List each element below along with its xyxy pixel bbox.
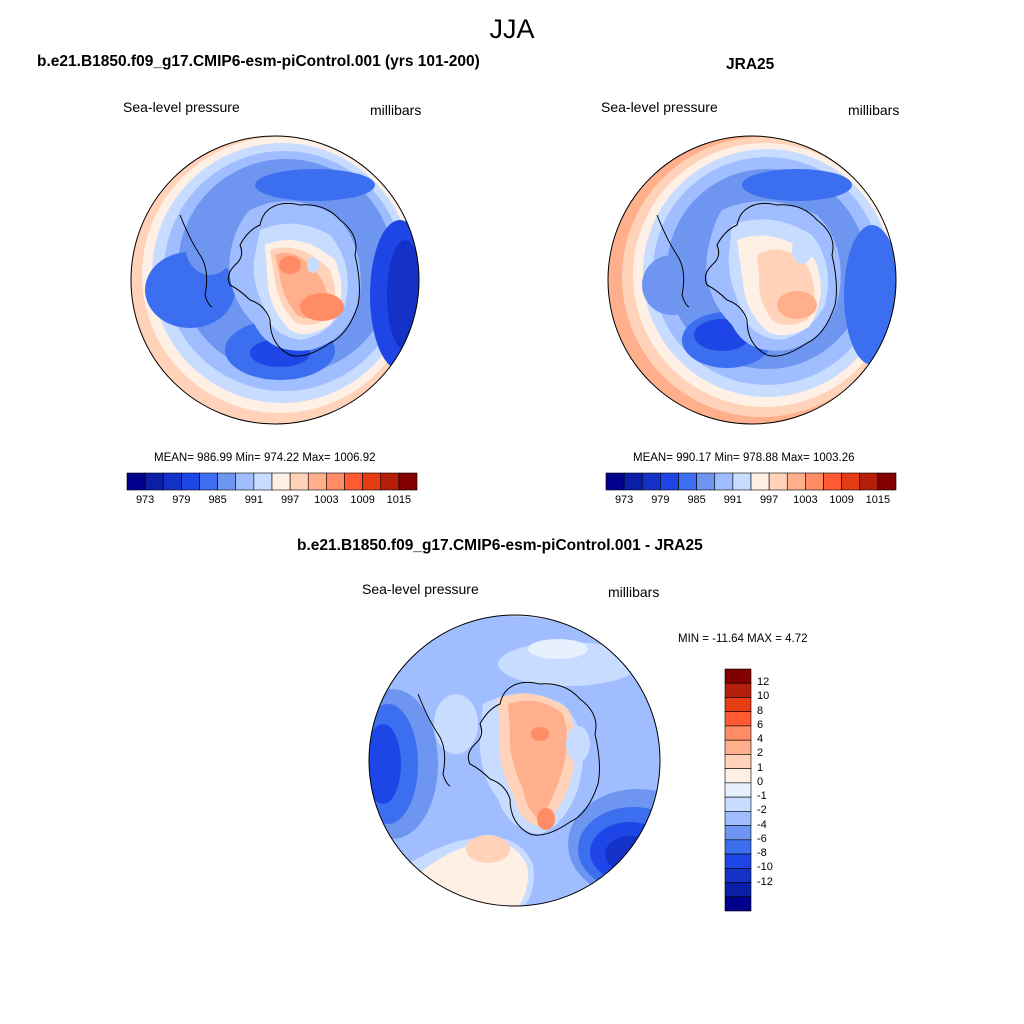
panel2-units-label: millibars: [848, 102, 900, 118]
colorbar-swatch: [271, 472, 291, 491]
colorbar-swatch: [877, 472, 897, 491]
colorbar-swatch: [750, 472, 770, 491]
colorbar-swatch: [732, 472, 752, 491]
colorbar-swatch: [380, 472, 400, 491]
colorbar-swatch: [714, 472, 734, 491]
colorbar-swatch: [724, 711, 752, 727]
colorbar-tick-label: 0: [757, 775, 764, 788]
colorbar-swatch: [696, 472, 716, 491]
colorbar-swatch: [605, 472, 625, 491]
colorbar-tick-label: 1003: [793, 494, 818, 506]
colorbar-swatch: [724, 896, 752, 912]
colorbar-tick-label: 12: [757, 676, 770, 689]
colorbar-tick-label: 979: [172, 494, 191, 506]
colorbar-tick-label: 979: [651, 494, 670, 506]
panel3-title: b.e21.B1850.f09_g17.CMIP6-esm-piControl.…: [297, 537, 703, 554]
colorbar-swatch: [724, 782, 752, 798]
colorbar-swatch: [235, 472, 255, 491]
panel2-stats: MEAN= 990.17 Min= 978.88 Max= 1003.26: [633, 452, 855, 464]
colorbar-tick-label: 1015: [386, 494, 412, 506]
colorbar-swatch: [181, 472, 200, 491]
colorbar-tick-label: -6: [757, 832, 767, 845]
colorbar-swatch: [724, 853, 752, 869]
panel3-units-label: millibars: [608, 584, 660, 600]
colorbar-swatch: [823, 472, 842, 491]
colorbar-tick-label: -1: [757, 790, 767, 803]
colorbar-tick-label: 2: [757, 747, 764, 760]
colorbar-tick-label: 973: [614, 494, 634, 506]
colorbar-swatch: [786, 472, 806, 491]
panel1-stats: MEAN= 986.99 Min= 974.22 Max= 1006.92: [154, 452, 376, 464]
colorbar-tick-label: 10: [757, 690, 770, 703]
panel2-colorbar: [605, 472, 897, 491]
colorbar-swatch: [724, 725, 752, 741]
panel2-polar-map: [607, 135, 897, 425]
colorbar-swatch: [724, 796, 752, 812]
colorbar-swatch: [326, 472, 345, 491]
colorbar-swatch: [724, 882, 752, 898]
colorbar-swatch: [805, 472, 824, 491]
panel3-polar-map: [368, 614, 661, 907]
panel2-variable-label: Sea-level pressure: [601, 99, 718, 115]
colorbar-swatch: [623, 472, 643, 491]
colorbar-tick-label: 985: [687, 494, 706, 506]
colorbar-tick-label: 991: [723, 494, 743, 506]
colorbar-swatch: [678, 472, 697, 491]
panel3-colorbar: [724, 668, 752, 912]
colorbar-swatch: [768, 472, 788, 491]
colorbar-swatch: [641, 472, 661, 491]
panel1-title: b.e21.B1850.f09_g17.CMIP6-esm-piControl.…: [37, 53, 480, 70]
colorbar-tick-label: -12: [757, 875, 773, 888]
colorbar-tick-label: -2: [757, 804, 767, 817]
colorbar-swatch: [344, 472, 363, 491]
colorbar-swatch: [724, 839, 752, 855]
main-title: JJA: [489, 14, 535, 44]
colorbar-tick-label: 4: [757, 733, 764, 746]
colorbar-swatch: [253, 472, 273, 491]
colorbar-swatch: [724, 754, 752, 769]
colorbar-swatch: [199, 472, 218, 491]
colorbar-swatch: [724, 697, 752, 713]
colorbar-swatch: [724, 867, 752, 883]
colorbar-tick-label: 1009: [829, 494, 854, 506]
colorbar-swatch: [724, 682, 752, 698]
panel1-variable-label: Sea-level pressure: [123, 99, 240, 115]
panel3-stats: MIN = -11.64 MAX = 4.72: [678, 633, 808, 645]
colorbar-swatch: [307, 472, 327, 491]
colorbar-swatch: [724, 768, 752, 784]
colorbar-swatch: [724, 668, 752, 684]
colorbar-swatch: [289, 472, 309, 491]
colorbar-swatch: [126, 472, 146, 491]
colorbar-swatch: [724, 811, 752, 826]
colorbar-swatch: [144, 472, 164, 491]
colorbar-tick-label: -4: [757, 818, 767, 831]
panel3-variable-label: Sea-level pressure: [362, 581, 479, 597]
colorbar-swatch: [398, 472, 418, 491]
colorbar-tick-label: 985: [208, 494, 227, 506]
colorbar-swatch: [162, 472, 182, 491]
colorbar-tick-label: 997: [759, 494, 779, 506]
colorbar-swatch: [841, 472, 861, 491]
colorbar-swatch: [859, 472, 879, 491]
colorbar-tick-label: 997: [280, 494, 300, 506]
colorbar-tick-label: -10: [757, 861, 773, 874]
colorbar-swatch: [217, 472, 237, 491]
panel1-units-label: millibars: [370, 102, 422, 118]
colorbar-swatch: [724, 739, 752, 755]
colorbar-tick-label: 1015: [865, 494, 891, 506]
panel1-polar-map: [130, 135, 420, 425]
colorbar-tick-label: 1003: [314, 494, 339, 506]
colorbar-swatch: [660, 472, 679, 491]
colorbar-tick-label: 1: [757, 761, 764, 774]
colorbar-tick-label: 973: [135, 494, 155, 506]
panel1-colorbar: [126, 472, 418, 491]
colorbar-tick-label: 1009: [350, 494, 375, 506]
colorbar-swatch: [362, 472, 382, 491]
colorbar-swatch: [724, 825, 752, 841]
colorbar-tick-label: 8: [757, 704, 764, 717]
colorbar-tick-label: 991: [244, 494, 264, 506]
colorbar-tick-label: 6: [757, 718, 764, 731]
panel2-title: JRA25: [726, 56, 775, 73]
colorbar-tick-label: -8: [757, 847, 767, 860]
